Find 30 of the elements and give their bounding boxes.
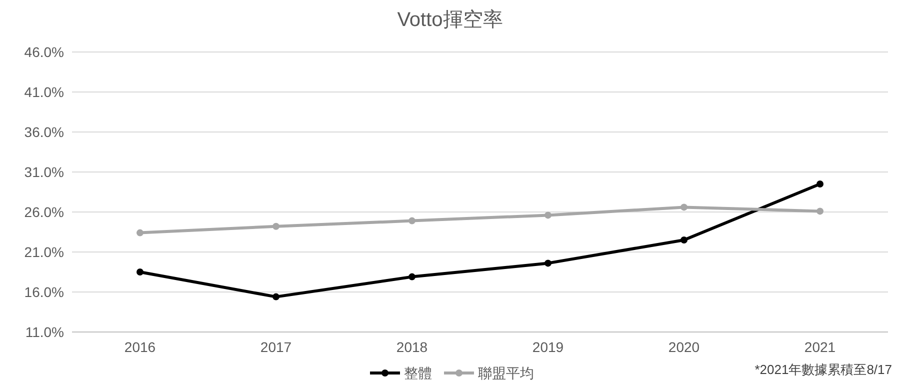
y-tick-label: 11.0% [25,324,64,340]
y-tick-label: 41.0% [24,84,64,100]
y-tick-label: 26.0% [24,204,64,220]
point [680,204,688,211]
x-tick-label: 2019 [532,339,564,355]
point [136,268,144,276]
legend-label: 整體 [404,365,432,381]
text: *2021年數據累積至8/17 [754,362,892,377]
x-tick-label: 2016 [124,339,156,355]
point [272,222,280,230]
y-tick-label: 16.0% [24,284,64,300]
x-tick-label: 2021 [804,339,836,355]
x-tick-label: 2018 [396,339,428,355]
y-tick-label: 46.0% [24,44,64,60]
point [816,208,824,215]
point [544,212,552,219]
point [408,273,416,280]
point [272,293,280,300]
x-tick-label: 2020 [668,339,700,355]
point [408,217,416,224]
y-tick-label: 21.0% [24,244,64,260]
point [680,236,688,244]
chart-title: Votto揮空率 [397,9,503,31]
y-tick-label: 31.0% [24,164,64,180]
point [544,260,552,267]
y-tick-label: 36.0% [24,124,64,140]
point [136,229,144,236]
x-tick-label: 2017 [260,339,292,355]
legend-label: 聯盟平均 [478,365,534,381]
point [816,180,824,188]
